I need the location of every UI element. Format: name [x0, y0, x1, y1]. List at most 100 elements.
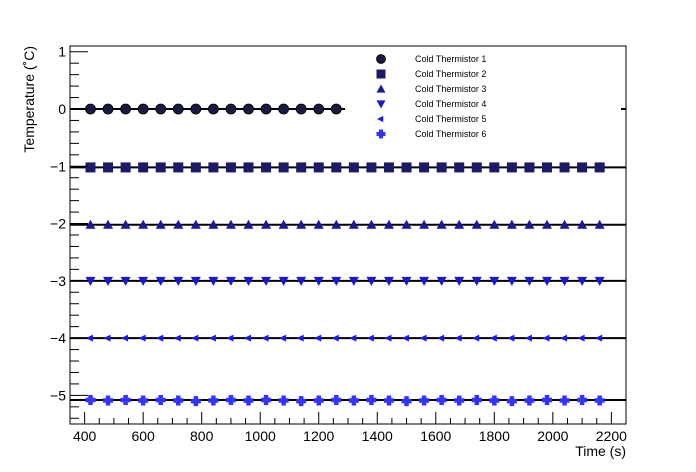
- data-point: [296, 396, 307, 407]
- data-point: [243, 162, 254, 173]
- data-point: [278, 395, 289, 406]
- data-point: [296, 219, 307, 229]
- data-point: [331, 394, 342, 405]
- data-point: [261, 162, 272, 173]
- legend-label-2: Cold Thermistor 2: [415, 69, 486, 79]
- data-point: [436, 162, 447, 173]
- data-point: [366, 394, 377, 405]
- data-point: [103, 395, 114, 406]
- data-point: [226, 334, 234, 342]
- x-tick-label: 600: [131, 428, 155, 444]
- data-point: [594, 395, 605, 406]
- data-point: [472, 334, 480, 342]
- data-point: [541, 276, 552, 286]
- data-point: [419, 162, 430, 173]
- data-point: [383, 162, 394, 173]
- data-point: [313, 219, 324, 229]
- data-point: [349, 334, 357, 342]
- data-point: [489, 219, 500, 229]
- data-point: [454, 162, 465, 173]
- data-point: [577, 394, 588, 405]
- data-point: [295, 103, 307, 115]
- data-point: [471, 162, 482, 173]
- data-point: [348, 162, 359, 173]
- data-point: [155, 394, 166, 405]
- data-point: [506, 162, 517, 173]
- data-point: [577, 334, 585, 342]
- data-point: [506, 276, 517, 286]
- data-point: [296, 276, 307, 286]
- data-point: [383, 276, 394, 286]
- data-point: [138, 276, 149, 286]
- data-point: [436, 219, 447, 229]
- data-point: [454, 334, 462, 342]
- data-point: [507, 334, 515, 342]
- data-point: [471, 219, 482, 229]
- data-point: [541, 394, 552, 405]
- data-point: [331, 334, 339, 342]
- data-point: [120, 103, 131, 115]
- data-point: [173, 162, 184, 173]
- legend-marker-5: [376, 115, 384, 123]
- data-point: [419, 395, 430, 406]
- data-point: [313, 276, 324, 286]
- data-point: [120, 276, 131, 286]
- data-point: [524, 276, 535, 286]
- data-point: [261, 334, 269, 342]
- y-tick-label: −2: [50, 216, 66, 232]
- legend-label-5: Cold Thermistor 5: [415, 114, 486, 124]
- data-point: [541, 219, 552, 229]
- data-point: [313, 162, 324, 173]
- legend-marker-3: [376, 84, 386, 93]
- data-point: [172, 103, 184, 115]
- data-point: [278, 103, 290, 115]
- x-tick-label: 2200: [596, 428, 627, 444]
- data-point: [348, 276, 359, 286]
- data-point: [103, 276, 114, 286]
- data-point: [437, 334, 445, 342]
- data-point: [137, 103, 149, 115]
- data-point: [366, 219, 377, 229]
- data-point: [138, 334, 146, 342]
- data-point: [261, 276, 272, 286]
- data-point: [401, 219, 412, 229]
- data-point: [594, 276, 605, 286]
- data-point: [191, 334, 199, 342]
- data-point: [207, 103, 219, 115]
- data-point: [366, 276, 377, 286]
- data-point: [85, 334, 93, 342]
- data-point: [208, 334, 216, 342]
- data-point: [313, 395, 324, 406]
- data-point: [314, 334, 322, 342]
- data-point: [243, 276, 254, 286]
- data-point: [384, 334, 392, 342]
- data-point: [471, 394, 482, 405]
- data-point: [155, 276, 166, 286]
- data-point: [85, 394, 96, 405]
- data-point: [121, 334, 129, 342]
- data-point: [208, 162, 219, 173]
- legend-marker-4: [376, 100, 386, 109]
- data-point: [506, 396, 517, 407]
- data-point: [419, 276, 430, 286]
- data-point: [208, 219, 219, 229]
- data-point: [366, 162, 377, 173]
- data-point: [225, 162, 236, 173]
- data-point: [243, 395, 254, 406]
- data-point: [243, 219, 254, 229]
- data-point: [120, 219, 131, 229]
- data-point: [401, 276, 412, 286]
- data-point: [454, 219, 465, 229]
- data-point: [261, 219, 272, 229]
- data-point: [577, 276, 588, 286]
- data-point: [138, 219, 149, 229]
- legend-label-3: Cold Thermistor 3: [415, 84, 486, 94]
- legend-marker-2: [376, 69, 386, 79]
- data-point: [454, 395, 465, 406]
- data-point: [244, 334, 252, 342]
- x-tick-label: 400: [73, 428, 97, 444]
- data-point: [577, 162, 588, 173]
- data-point: [243, 103, 254, 115]
- data-point: [383, 219, 394, 229]
